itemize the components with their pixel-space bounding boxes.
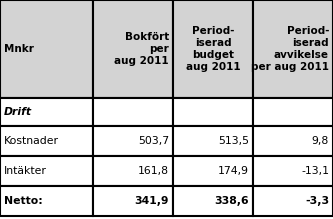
Text: -3,3: -3,3: [305, 196, 329, 206]
Bar: [0, 126, 93, 156]
Text: Netto:: Netto:: [4, 196, 43, 206]
Bar: [253, 98, 333, 126]
Bar: [93, 126, 173, 156]
Text: 341,9: 341,9: [135, 196, 169, 206]
Bar: [253, 186, 333, 216]
Bar: [93, 156, 173, 186]
Text: Mnkr: Mnkr: [4, 44, 34, 54]
Bar: [173, 156, 253, 186]
Text: 503,7: 503,7: [138, 136, 169, 146]
Bar: [173, 98, 253, 126]
Bar: [253, 0, 333, 98]
Bar: [93, 98, 173, 126]
Text: 513,5: 513,5: [218, 136, 249, 146]
Bar: [173, 126, 253, 156]
Bar: [93, 186, 173, 216]
Bar: [0, 0, 93, 98]
Bar: [253, 156, 333, 186]
Text: Bokfört
per
aug 2011: Bokfört per aug 2011: [114, 32, 169, 66]
Bar: [93, 0, 173, 98]
Text: Kostnader: Kostnader: [4, 136, 59, 146]
Bar: [0, 156, 93, 186]
Text: Period-
iserad
budget
aug 2011: Period- iserad budget aug 2011: [186, 26, 240, 72]
Bar: [173, 186, 253, 216]
Bar: [0, 98, 93, 126]
Text: 9,8: 9,8: [312, 136, 329, 146]
Bar: [0, 186, 93, 216]
Text: Period-
iserad
avvikelse
per aug 2011: Period- iserad avvikelse per aug 2011: [251, 26, 329, 72]
Bar: [173, 0, 253, 98]
Text: Intäkter: Intäkter: [4, 166, 47, 176]
Text: Drift: Drift: [4, 107, 32, 117]
Bar: [253, 126, 333, 156]
Text: 161,8: 161,8: [138, 166, 169, 176]
Text: 338,6: 338,6: [214, 196, 249, 206]
Text: 174,9: 174,9: [218, 166, 249, 176]
Text: -13,1: -13,1: [301, 166, 329, 176]
